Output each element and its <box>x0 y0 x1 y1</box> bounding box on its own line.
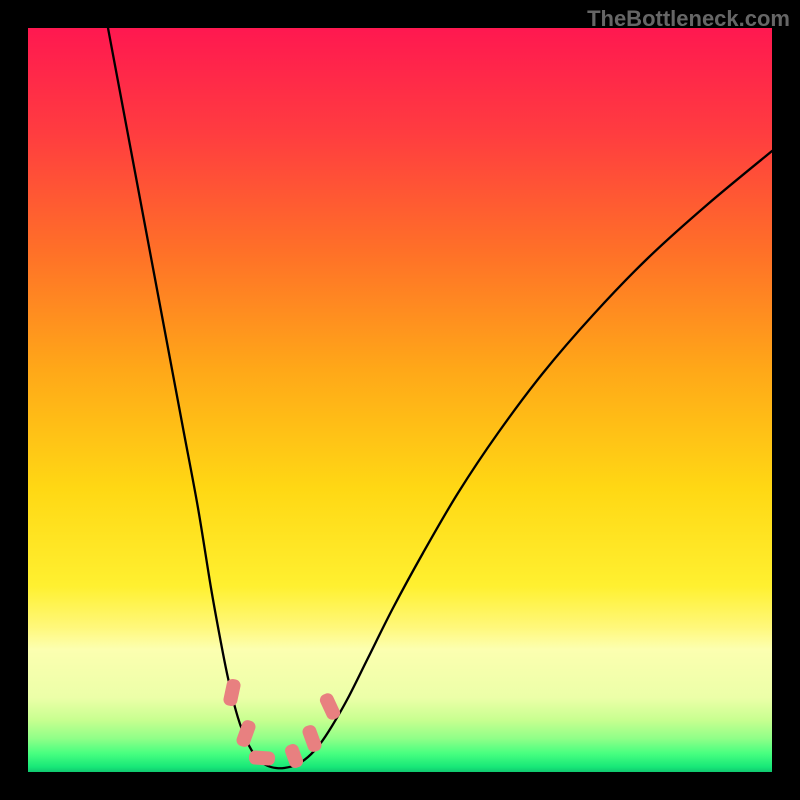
chart-plot-area <box>28 28 772 772</box>
chart-curve-layer <box>28 28 772 772</box>
bottleneck-curve <box>108 28 772 768</box>
watermark: TheBottleneck.com <box>587 6 790 32</box>
curve-marker <box>249 750 276 766</box>
